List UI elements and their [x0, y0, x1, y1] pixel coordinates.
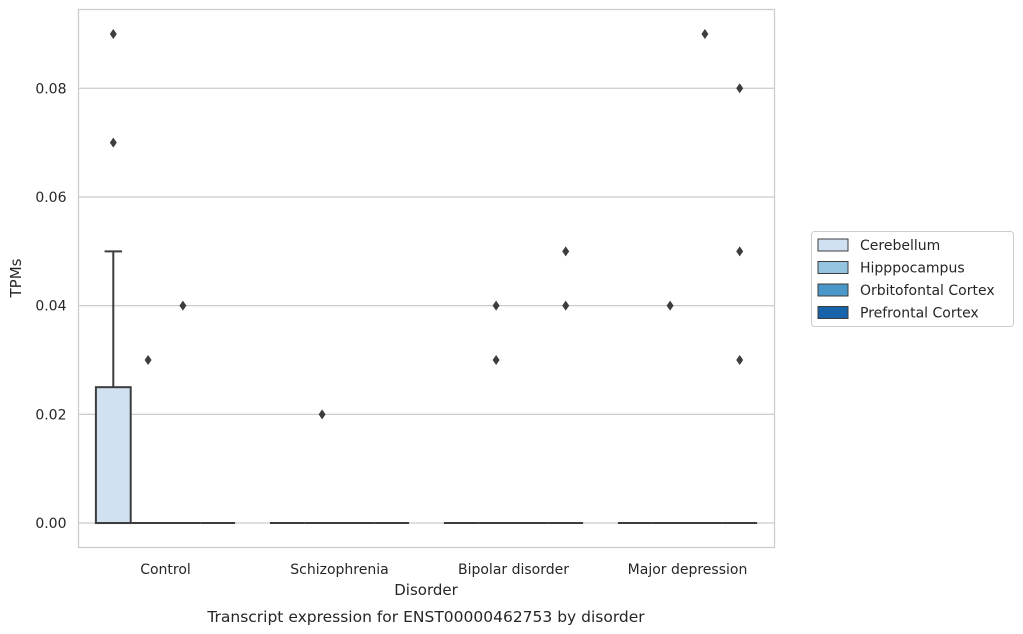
outlier-point	[562, 246, 570, 257]
box-hipppocampus	[478, 300, 514, 525]
legend-swatch	[817, 261, 849, 274]
outlier-point	[736, 246, 744, 257]
x-axis-label: Disorder	[394, 581, 458, 599]
plot-frame	[77, 8, 776, 549]
chart-caption: Transcript expression for ENST0000046275…	[206, 608, 645, 626]
x-tick-label: Bipolar disorder	[458, 562, 569, 578]
y-tick-labels: 0.00 0.02 0.04 0.06 0.08	[35, 81, 66, 532]
legend-label: Prefrontal Cortex	[860, 306, 979, 322]
legend-label: Orbitofontal Cortex	[860, 283, 995, 299]
outlier-point	[701, 28, 709, 39]
box-prefrontal-cortex	[722, 83, 758, 525]
outlier-point	[492, 355, 500, 366]
legend-swatch	[817, 238, 849, 252]
legend-label: Hipppocampus	[860, 261, 965, 277]
box-hipppocampus	[304, 409, 340, 525]
outlier-point	[109, 28, 117, 39]
outlier-point	[179, 300, 187, 311]
outlier-point	[562, 300, 570, 311]
outlier-point	[109, 137, 117, 148]
y-tick-label: 0.04	[35, 299, 66, 315]
legend-label: Cerebellum	[860, 238, 940, 254]
x-tick-labels: Control Schizophrenia Bipolar disorder Majo…	[140, 562, 747, 578]
box-series	[94, 28, 758, 525]
box-orbitofontal-cortex	[687, 28, 723, 525]
y-tick-label: 0.00	[35, 516, 66, 532]
x-tick-label: Control	[140, 562, 191, 578]
y-tick-label: 0.02	[35, 407, 66, 423]
box-body	[94, 386, 132, 525]
x-tick-label: Major depression	[628, 562, 748, 578]
legend: Cerebellum Hipppocampus Orbitofontal Corte…	[811, 231, 1014, 327]
outlier-point	[736, 355, 744, 366]
x-tick-label: Schizophrenia	[290, 562, 388, 578]
outlier-point	[736, 83, 744, 94]
legend-swatch	[817, 306, 849, 319]
box-hipppocampus	[652, 300, 688, 525]
box-cerebellum	[94, 28, 132, 525]
y-axis-label: TPMs	[7, 258, 25, 298]
outlier-point	[492, 300, 500, 311]
legend-swatch	[817, 283, 849, 297]
outlier-point	[666, 300, 674, 311]
box-prefrontal-cortex	[548, 246, 584, 525]
outlier-point	[144, 355, 152, 366]
box-hipppocampus	[130, 355, 166, 525]
y-tick-label: 0.08	[35, 81, 66, 97]
box-orbitofontal-cortex	[165, 300, 201, 525]
y-tick-label: 0.06	[35, 190, 66, 206]
legend-frame	[811, 231, 1014, 327]
outlier-point	[318, 409, 326, 420]
